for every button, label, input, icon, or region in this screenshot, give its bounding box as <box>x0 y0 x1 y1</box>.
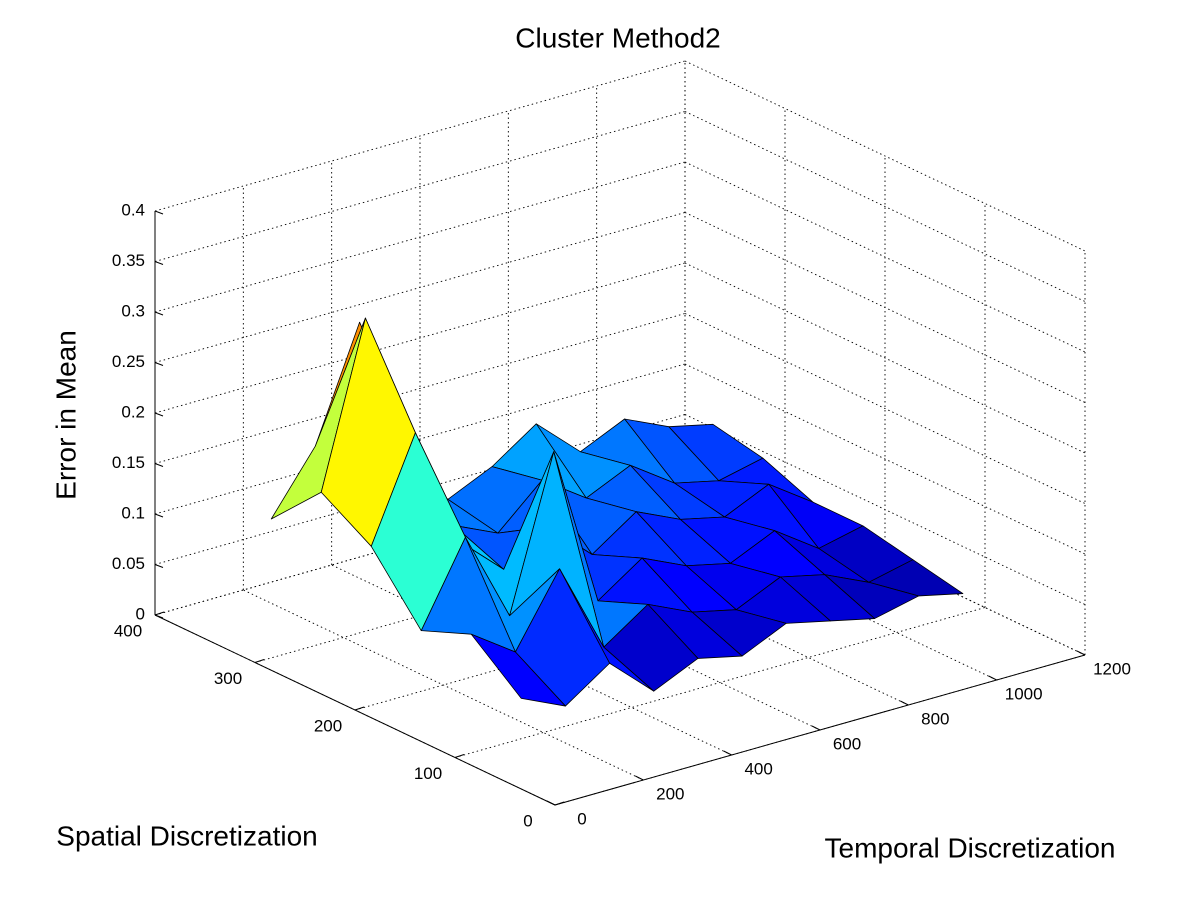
tick-mark <box>454 754 465 758</box>
tick-mark <box>154 463 164 467</box>
y-axis <box>154 614 556 806</box>
grid-line <box>154 60 686 212</box>
y-tick-label: 0 <box>523 811 532 830</box>
tick-mark <box>154 362 164 366</box>
tick-mark <box>811 725 821 731</box>
x-tick-label: 600 <box>833 734 861 753</box>
tick-mark <box>635 775 644 781</box>
surface-patch <box>470 633 566 707</box>
x-tick-label: 200 <box>656 784 684 803</box>
chart-title: Cluster Method2 <box>515 22 720 53</box>
x-axis-label: Temporal Discretization <box>825 832 1116 863</box>
tick-mark <box>988 675 997 681</box>
x-axis <box>554 654 1086 806</box>
grid-line <box>684 313 1086 504</box>
tick-mark <box>154 513 164 518</box>
tick-mark <box>154 611 165 616</box>
tick-mark <box>154 210 164 215</box>
grid-line <box>154 111 686 262</box>
z-tick-label: 0.15 <box>112 453 145 472</box>
grid-line <box>243 589 644 781</box>
grid-line <box>684 363 1086 555</box>
z-axis-label: Error in Mean <box>50 330 81 500</box>
y-tick-label: 100 <box>414 764 442 783</box>
tick-mark <box>254 659 265 663</box>
tick-mark <box>1076 650 1086 656</box>
z-tick-label: 0.1 <box>121 503 145 522</box>
z-tick-label: 0.25 <box>112 352 145 371</box>
grid-line <box>154 262 686 414</box>
z-tick-label: 0.4 <box>121 200 145 219</box>
x-tick-label: 1000 <box>1005 684 1043 703</box>
tick-mark <box>154 311 164 316</box>
z-tick-label: 0.05 <box>112 554 145 573</box>
z-tick-label: 0.35 <box>112 251 145 270</box>
x-tick-label: 800 <box>921 709 949 728</box>
y-tick-label: 200 <box>314 716 342 735</box>
tick-mark <box>723 750 732 756</box>
tick-mark <box>154 261 164 265</box>
grid-line <box>684 60 1086 252</box>
tick-mark <box>900 700 909 706</box>
x-tick-label: 400 <box>744 759 772 778</box>
grid-line <box>154 363 686 515</box>
tick-mark <box>154 564 164 568</box>
z-tick-label: 0.2 <box>121 402 145 421</box>
y-tick-label: 300 <box>214 669 242 688</box>
tick-mark <box>354 706 365 711</box>
z-tick-label: 0 <box>136 604 145 623</box>
y-axis-label: Spatial Discretization <box>56 820 317 851</box>
grid-line <box>154 313 686 464</box>
grid-line <box>684 262 1086 454</box>
x-tick-label: 0 <box>577 809 586 828</box>
x-tick-label: 1200 <box>1093 659 1131 678</box>
grid-line <box>454 607 986 758</box>
grid-line <box>684 111 1086 302</box>
z-tick-label: 0.3 <box>121 301 145 320</box>
tick-mark <box>154 412 164 417</box>
y-tick-label: 400 <box>114 621 142 640</box>
